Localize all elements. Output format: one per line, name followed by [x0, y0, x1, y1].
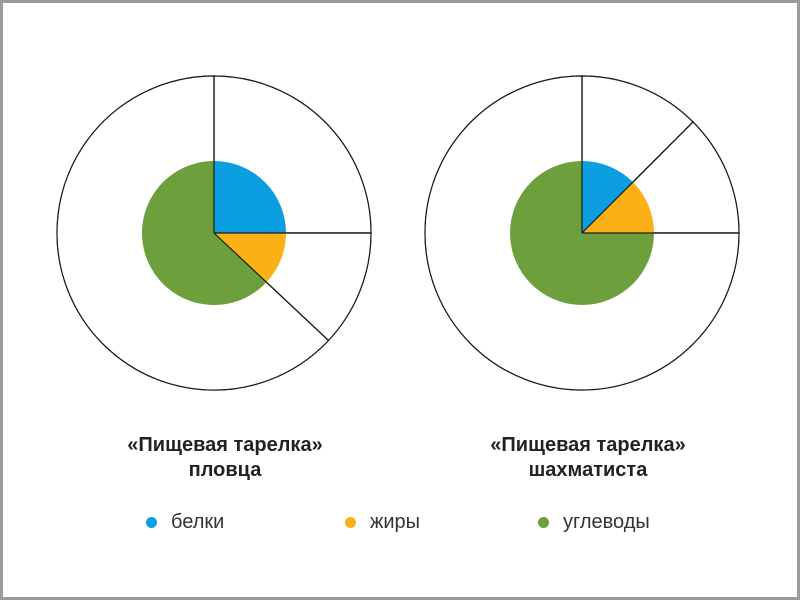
legend-item-fat: жиры — [345, 508, 420, 536]
pie-slice-fat — [582, 182, 654, 233]
pie-slice-carbs — [141, 161, 267, 305]
plate-sector-carbs — [424, 75, 740, 391]
legend-dot-carbs — [538, 516, 549, 528]
legend-label-fat: жиры — [370, 510, 421, 533]
sector-divider-line — [581, 121, 694, 234]
legend-item-carbs: углеводы — [538, 508, 650, 536]
chart-title-line-1: «Пищевая тарелка» — [490, 434, 686, 456]
pie-slice-fat — [214, 233, 286, 283]
legend-dot-fat — [345, 516, 356, 528]
pie-chart-chess-player — [424, 75, 740, 391]
sector-divider-line — [213, 232, 329, 341]
pie-slice-protein — [582, 161, 633, 233]
chart-title-line-2: шахматиста — [528, 459, 648, 481]
legend-item-protein: белки — [146, 508, 224, 536]
legend-label-carbs: углеводы — [563, 510, 650, 533]
pie-slice-protein — [214, 161, 286, 233]
pie-chart-swimmer — [56, 75, 372, 391]
chart-title-swimmer: «Пищевая тарелка» пловца — [75, 433, 375, 483]
chart-title-line-1: «Пищевая тарелка» — [127, 434, 323, 456]
legend-dot-protein — [146, 516, 157, 528]
chart-title-line-2: пловца — [188, 459, 262, 481]
chart-title-chess-player: «Пищевая тарелка» шахматиста — [438, 433, 738, 483]
legend-label-protein: белки — [171, 510, 225, 533]
